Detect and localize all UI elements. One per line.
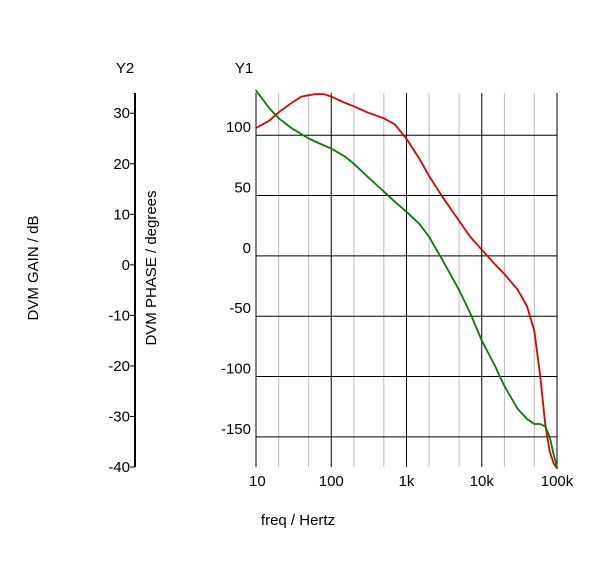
y1-axis-caption: Y1 <box>235 60 253 77</box>
y1-axis-label: DVM PHASE / degrees <box>143 190 160 345</box>
y2-axis: 30 20 10 0 -10 -20 -30 -40 <box>108 93 136 476</box>
y2-axis-caption: Y2 <box>116 60 134 77</box>
y1-tick-label: 50 <box>234 180 251 197</box>
series-line-y1 <box>255 93 558 470</box>
x-tick-label: 100k <box>541 473 574 490</box>
x-axis-label: freq / Hertz <box>261 512 335 529</box>
y1-tick-label: -100 <box>221 361 251 378</box>
y1-tick-label: 0 <box>243 240 251 257</box>
y2-tick-label: -30 <box>108 408 130 425</box>
y1-tick-label: 100 <box>226 119 251 136</box>
y2-tick-label: -40 <box>108 459 130 476</box>
x-tick-label: 100 <box>319 473 344 490</box>
y2-tick-label: -20 <box>108 358 130 375</box>
x-tick-label: 10 <box>249 473 266 490</box>
y2-tick-label: -10 <box>108 307 130 324</box>
y1-tick-labels: 100 50 0 -50 -100 -150 <box>221 119 251 438</box>
y2-tick-label: 0 <box>122 257 130 274</box>
x-tick-label: 10k <box>470 473 495 490</box>
series-layer <box>255 89 558 470</box>
y1-tick-label: -50 <box>229 300 251 317</box>
y2-tick-label: 20 <box>113 156 130 173</box>
y1-tick-label: -150 <box>221 421 251 438</box>
y2-axis-label: DVM GAIN / dB <box>25 215 42 320</box>
x-tick-labels: 10 100 1k 10k 100k <box>249 473 574 490</box>
y2-tick-label: 10 <box>113 206 130 223</box>
major-grid <box>255 93 558 467</box>
y2-tick-label: 30 <box>113 105 130 122</box>
minor-grid <box>278 93 535 467</box>
series-line-y2 <box>255 89 558 468</box>
x-tick-label: 1k <box>399 473 415 490</box>
